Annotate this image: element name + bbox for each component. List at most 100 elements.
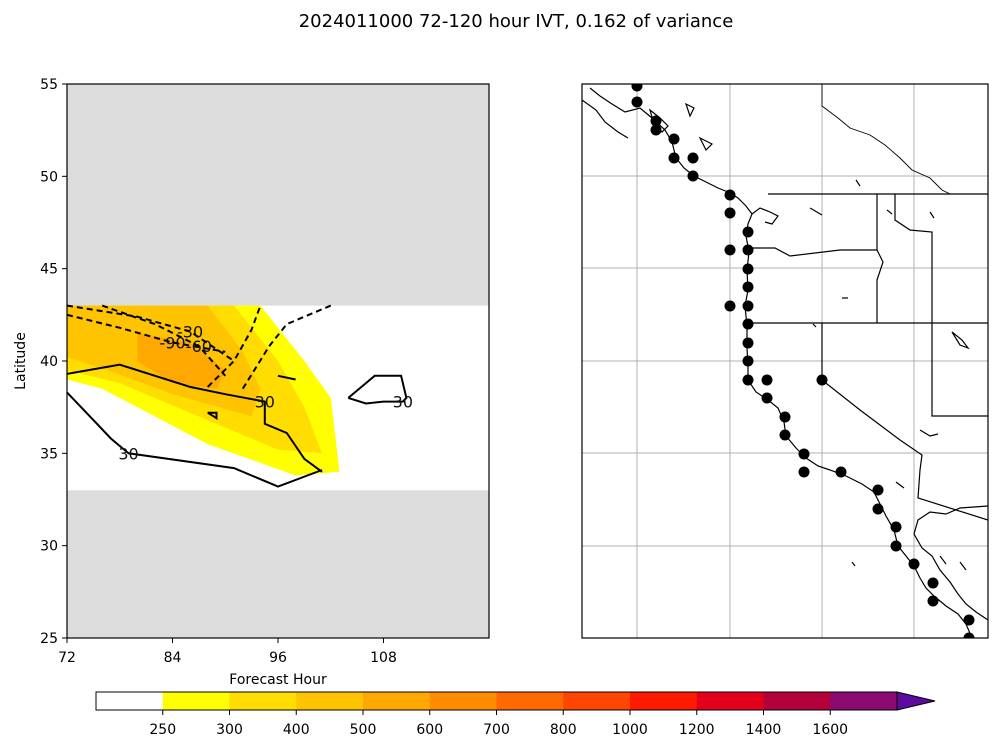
site-marker bbox=[742, 374, 754, 386]
site-marker bbox=[742, 318, 754, 330]
colorbar-segment bbox=[363, 692, 431, 710]
masked-region-north bbox=[67, 84, 489, 306]
state-borders bbox=[747, 193, 988, 521]
y-tick-label: 35 bbox=[40, 446, 58, 462]
x-axis-ticks: 72 84 96 108 bbox=[58, 638, 397, 666]
colorbar-tick-label: 1600 bbox=[812, 722, 848, 738]
contour-panel: 30 30 30 -90 -60-30 72 84 96 108 25 30 35 40 45 50 55… bbox=[13, 77, 490, 688]
site-marker bbox=[742, 355, 754, 367]
masked-region-south bbox=[67, 490, 489, 638]
colorbar-tick-label: 1000 bbox=[612, 722, 648, 738]
site-marker bbox=[742, 263, 754, 275]
x-axis-label: Forecast Hour bbox=[229, 672, 327, 688]
site-marker bbox=[761, 392, 773, 404]
colorbar-tick-label: 400 bbox=[283, 722, 310, 738]
contour-labels: 30 30 30 -90 -60-30 bbox=[118, 322, 413, 463]
y-axis-ticks: 25 30 35 40 45 50 55 bbox=[40, 77, 67, 647]
colorbar-segment bbox=[96, 692, 164, 710]
site-marker bbox=[779, 411, 791, 423]
contour-line-dashed bbox=[67, 304, 235, 362]
site-marker bbox=[835, 466, 847, 478]
site-marker bbox=[908, 558, 920, 570]
x-tick-label: 72 bbox=[58, 650, 76, 666]
x-tick-label: 84 bbox=[164, 650, 182, 666]
site-marker bbox=[779, 429, 791, 441]
colorbar-tick-label: 250 bbox=[149, 722, 176, 738]
site-marker bbox=[631, 96, 643, 108]
y-tick-label: 45 bbox=[40, 262, 58, 278]
site-marker bbox=[650, 115, 662, 127]
site-marker bbox=[742, 226, 754, 238]
site-marker bbox=[650, 124, 662, 136]
colorbar-segment bbox=[296, 692, 364, 710]
site-markers bbox=[631, 84, 975, 638]
colorbar-tick-label: 600 bbox=[416, 722, 443, 738]
site-marker bbox=[724, 300, 736, 312]
y-tick-label: 25 bbox=[40, 631, 58, 647]
map-frame bbox=[581, 83, 989, 639]
contour-line-solid bbox=[67, 363, 323, 473]
map-gridlines bbox=[582, 84, 988, 638]
colorbar-segment bbox=[429, 692, 497, 710]
colorbar-tick-label: 300 bbox=[216, 722, 243, 738]
y-tick-label: 55 bbox=[40, 77, 58, 93]
colorbar-segment bbox=[830, 692, 898, 710]
site-marker bbox=[724, 189, 736, 201]
site-marker bbox=[872, 503, 884, 515]
site-marker bbox=[761, 374, 773, 386]
site-marker bbox=[742, 281, 754, 293]
site-marker bbox=[963, 632, 975, 638]
colorbar-segment bbox=[630, 692, 698, 710]
colorbar-segment bbox=[763, 692, 831, 710]
contour-line-solid bbox=[347, 374, 408, 405]
contour-label: 30 bbox=[118, 444, 138, 463]
x-tick-label: 108 bbox=[370, 650, 397, 666]
figure-title: 2024011000 72-120 hour IVT, 0.162 of var… bbox=[299, 11, 734, 32]
contour-label: 30 bbox=[255, 393, 275, 412]
islands bbox=[809, 179, 970, 571]
contour-line-dashed bbox=[206, 305, 262, 388]
site-marker bbox=[927, 577, 939, 589]
colorbar-tick-label: 700 bbox=[483, 722, 510, 738]
contour-line-solid bbox=[67, 391, 323, 488]
site-marker bbox=[742, 300, 754, 312]
contour-line-solid bbox=[277, 374, 296, 381]
site-marker bbox=[742, 337, 754, 349]
site-marker bbox=[872, 484, 884, 496]
site-marker bbox=[816, 374, 828, 386]
site-marker bbox=[890, 540, 902, 552]
colorbar-tick-label: 800 bbox=[550, 722, 577, 738]
site-marker bbox=[687, 152, 699, 164]
site-marker bbox=[963, 614, 975, 626]
colorbar-segment bbox=[162, 692, 230, 710]
map-panel bbox=[581, 83, 989, 639]
colorbar-extend-arrow bbox=[896, 691, 936, 711]
provincial-border bbox=[821, 84, 951, 195]
site-marker bbox=[687, 170, 699, 182]
colorbar: 250 300 400 500 600 700 800 1000 1200 1400 1600 bbox=[95, 691, 936, 738]
site-marker bbox=[724, 207, 736, 219]
colorbar-tick-label: 500 bbox=[350, 722, 377, 738]
contour-label: -30 bbox=[177, 322, 203, 341]
site-marker bbox=[631, 84, 643, 92]
y-tick-label: 30 bbox=[40, 539, 58, 555]
site-marker bbox=[927, 595, 939, 607]
contour-label: -90 bbox=[159, 334, 185, 353]
contour-label: 30 bbox=[393, 393, 413, 412]
masked-region bbox=[67, 84, 489, 638]
y-tick-label: 40 bbox=[40, 354, 58, 370]
site-marker bbox=[890, 521, 902, 533]
site-marker bbox=[668, 152, 680, 164]
y-axis-label: Latitude bbox=[13, 332, 29, 390]
site-marker bbox=[798, 466, 810, 478]
x-tick-label: 96 bbox=[269, 650, 287, 666]
variance-contour-layer bbox=[67, 304, 408, 488]
contour-label: -60 bbox=[186, 337, 212, 356]
site-marker bbox=[742, 244, 754, 256]
colorbar-segment bbox=[696, 692, 764, 710]
colorbar-segment bbox=[496, 692, 564, 710]
contour-line-solid bbox=[207, 411, 218, 421]
site-marker bbox=[798, 448, 810, 460]
site-marker bbox=[668, 133, 680, 145]
